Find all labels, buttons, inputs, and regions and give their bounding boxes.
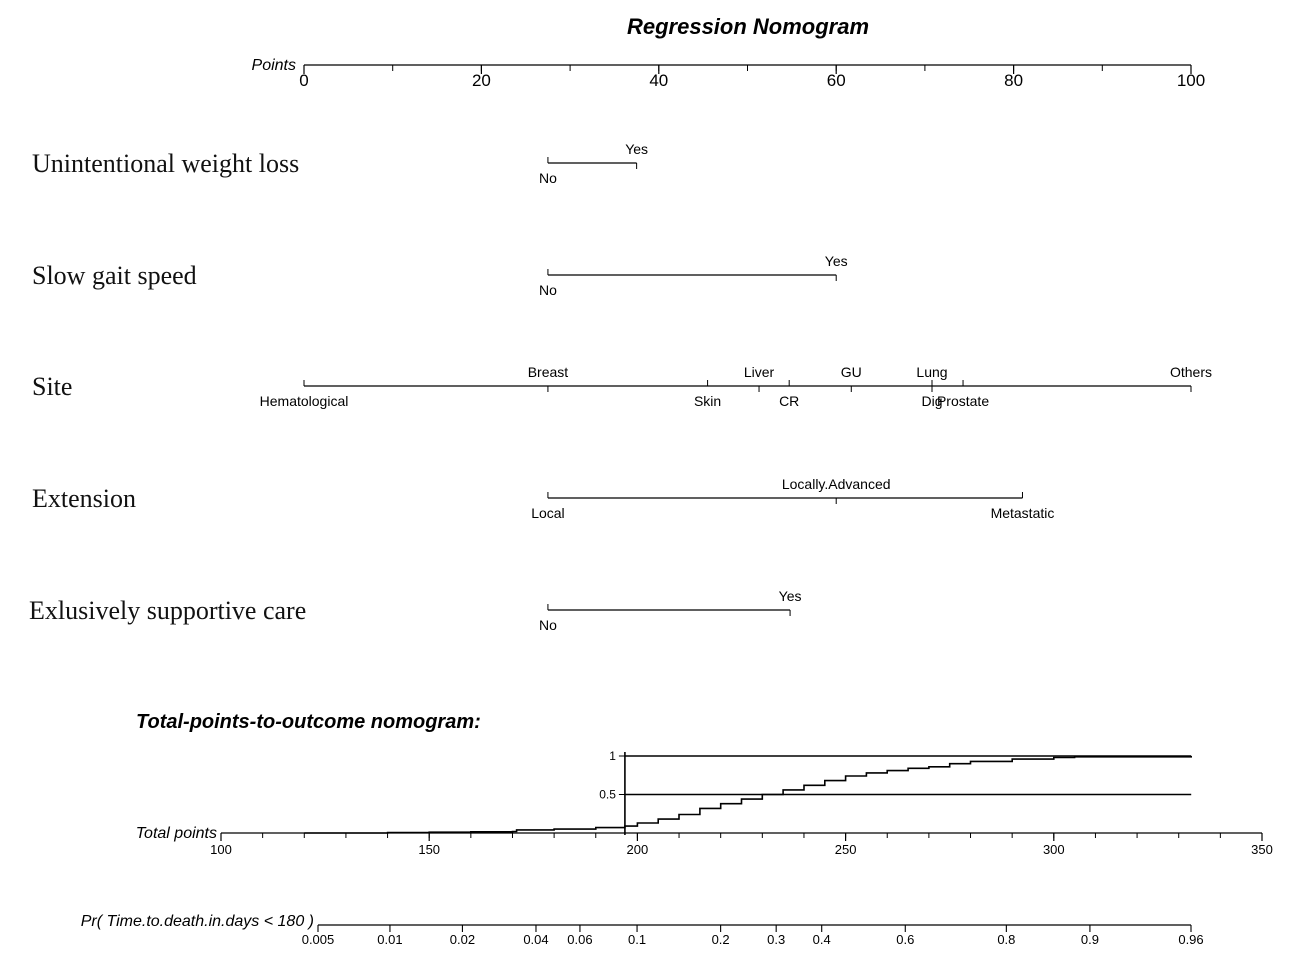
points-axis-tick-label: 60 [827,71,846,90]
inset-y-tick-label: 0.5 [599,788,616,802]
level-label: Dig [921,393,942,409]
probability-axis-label: Pr( Time.to.death.in.days < 180 ) [81,913,314,930]
level-label: GU [841,364,862,380]
variable-extension: Extension Local Locally.Advanced Metastatic [32,476,1054,521]
level-label: Locally.Advanced [782,476,891,492]
probability-tick-label: 0.9 [1081,932,1099,947]
total-points-tick-label: 250 [835,842,857,857]
chart-title: Regression Nomogram [627,14,869,39]
level-label: Yes [779,588,802,604]
level-label: Yes [825,253,848,269]
total-points-tick-label: 100 [210,842,232,857]
level-label: Skin [694,393,721,409]
level-label: No [539,282,557,298]
points-axis-tick-label: 40 [649,71,668,90]
points-axis-label: Points [252,57,296,74]
outcome-subtitle: Total-points-to-outcome nomogram: [136,711,481,733]
points-axis-tick-label: 100 [1177,71,1205,90]
inset-y-tick-label: 1 [609,749,616,763]
total-points-tick-label: 200 [627,842,649,857]
variable-label: Site [32,372,72,401]
points-axis-tick-label: 0 [299,71,308,90]
probability-tick-label: 0.005 [302,932,335,947]
variable-slow-gait-speed: Slow gait speed No Yes [32,253,848,298]
variable-label: Exlusively supportive care [29,596,306,625]
probability-tick-label: 0.01 [377,932,402,947]
total-points-tick-label: 300 [1043,842,1065,857]
variable-label: Unintentional weight loss [32,149,299,178]
probability-tick-label: 0.2 [712,932,730,947]
level-label: Yes [625,141,648,157]
probability-tick-label: 0.4 [813,932,831,947]
probability-tick-label: 0.06 [567,932,592,947]
level-label: Liver [744,364,775,380]
probability-curve-inset: 10.5 [304,749,1192,835]
points-axis-tick-label: 80 [1004,71,1023,90]
total-points-axis-label: Total points [136,825,217,842]
level-label: Hematological [260,393,349,409]
variable-label: Extension [32,484,136,513]
level-label: Lung [916,364,947,380]
probability-tick-label: 0.3 [767,932,785,947]
level-label: No [539,617,557,633]
probability-step-curve [304,756,1192,834]
points-axis: Points 0 20 40 60 80 100 [252,57,1206,90]
level-label: Metastatic [991,505,1055,521]
variable-exlusively-supportive-care: Exlusively supportive care No Yes [29,588,801,633]
probability-tick-label: 0.04 [523,932,548,947]
level-label: Prostate [937,393,989,409]
total-points-tick-label: 350 [1251,842,1273,857]
probability-tick-label: 0.1 [628,932,646,947]
level-label: CR [779,393,799,409]
level-label: No [539,170,557,186]
probability-axis: Pr( Time.to.death.in.days < 180 ) 0.005 0… [81,913,1204,947]
total-points-axis: Total points 100 150 200 250 300 350 [136,825,1273,857]
level-label: Local [531,505,564,521]
variable-unintentional-weight-loss: Unintentional weight loss No Yes [32,141,648,186]
variable-label: Slow gait speed [32,261,197,290]
probability-tick-label: 0.6 [896,932,914,947]
level-label: Breast [528,364,569,380]
points-axis-tick-label: 20 [472,71,491,90]
total-points-tick-label: 150 [418,842,440,857]
probability-tick-label: 0.02 [450,932,475,947]
probability-tick-label: 0.96 [1178,932,1203,947]
probability-tick-label: 0.8 [997,932,1015,947]
level-label: Others [1170,364,1212,380]
